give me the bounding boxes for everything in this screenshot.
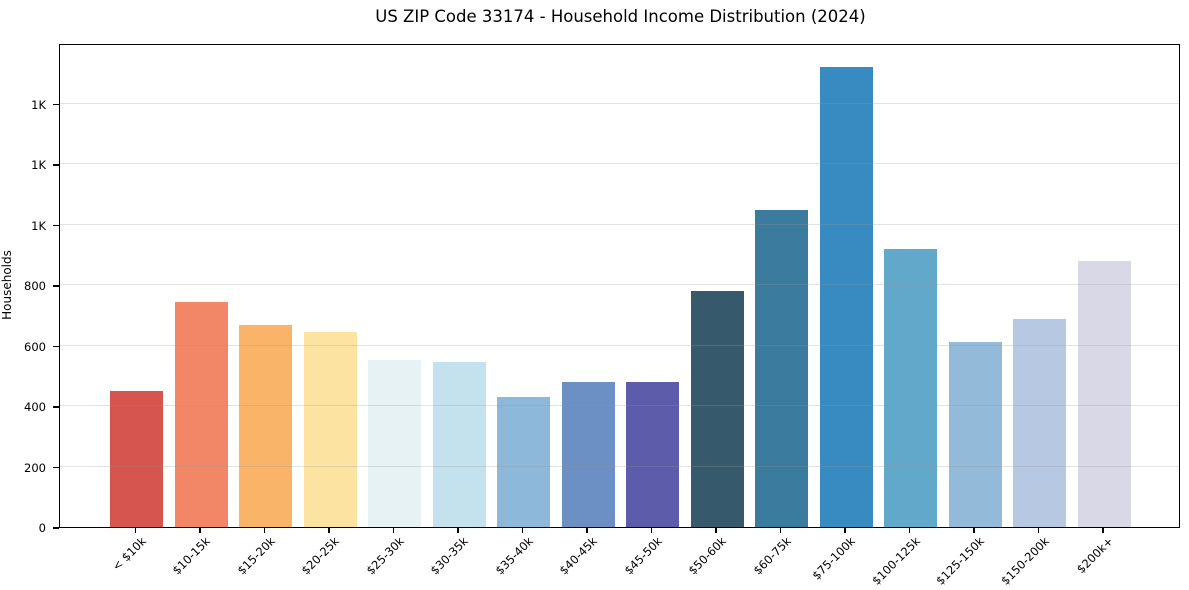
gridline-y-200 xyxy=(60,465,1179,467)
bar-30-35k xyxy=(432,361,486,527)
y-tick-mark xyxy=(53,224,59,227)
y-tick-mark xyxy=(53,103,59,106)
bar-75-100k xyxy=(819,66,873,527)
x-tick-mark xyxy=(586,528,588,533)
x-tick-mark xyxy=(715,528,717,533)
x-tick-mark xyxy=(328,528,330,533)
x-tick-label: < $10k xyxy=(108,534,149,574)
y-tick-mark xyxy=(53,164,59,166)
y-tick-label: 200 xyxy=(24,460,46,475)
y-tick-label: 0 xyxy=(38,521,46,535)
gridline-y-400 xyxy=(60,405,1179,406)
x-tick-mark xyxy=(650,528,653,533)
bar-10-15k xyxy=(174,302,228,527)
x-tick-mark xyxy=(1102,528,1104,533)
bar-60-75k xyxy=(755,209,808,527)
gridline-y-1200 xyxy=(60,163,1179,164)
chart-title: US ZIP Code 33174 - Household Income Dis… xyxy=(375,7,866,26)
y-tick-label: 1K xyxy=(31,97,46,112)
x-tick-mark xyxy=(134,528,137,533)
y-tick-label: 800 xyxy=(24,279,46,293)
x-tick-mark xyxy=(457,528,459,533)
gridline-y-600 xyxy=(60,344,1179,346)
y-tick-label: 600 xyxy=(24,339,46,354)
gridline-y-1400 xyxy=(60,102,1179,104)
bar-40-45k xyxy=(561,381,615,527)
x-tick-mark xyxy=(392,528,395,533)
bar-45-50k xyxy=(626,382,679,527)
y-tick-mark xyxy=(53,345,59,348)
bar-10k xyxy=(110,391,163,527)
y-tick-label: 400 xyxy=(24,400,46,414)
x-tick-mark xyxy=(908,528,911,533)
bar-20-25k xyxy=(303,332,357,527)
x-tick-mark xyxy=(844,528,846,533)
x-tick-mark xyxy=(973,528,975,533)
gridline-y-800 xyxy=(60,284,1179,285)
y-tick-mark xyxy=(53,466,59,469)
gridline-y-1000 xyxy=(60,223,1179,225)
x-tick-mark xyxy=(521,528,524,533)
y-tick-mark xyxy=(53,285,59,287)
y-tick-mark xyxy=(53,406,59,408)
x-tick-mark xyxy=(1037,528,1040,533)
bar-25-30k xyxy=(368,360,421,527)
plot-area xyxy=(59,44,1180,528)
x-tick-mark xyxy=(199,528,201,533)
bar-50-60k xyxy=(690,290,744,527)
y-tick-label: 1K xyxy=(31,158,46,172)
bar-125-150k xyxy=(948,341,1002,527)
x-tick-mark xyxy=(263,528,266,533)
bar-35-40k xyxy=(497,396,550,527)
bar-15-20k xyxy=(239,325,292,527)
y-tick-label: 1K xyxy=(31,218,46,233)
bar-100-125k xyxy=(884,248,937,527)
x-tick-mark xyxy=(779,528,782,533)
bar-150-200k xyxy=(1013,318,1066,527)
bar-200k xyxy=(1077,260,1131,527)
y-tick-mark xyxy=(53,527,59,529)
